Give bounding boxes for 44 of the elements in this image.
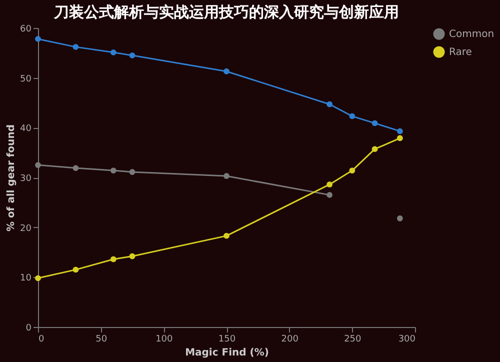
point	[110, 256, 116, 262]
point	[396, 135, 403, 142]
x-tick-label: 300	[398, 334, 416, 344]
point	[224, 68, 230, 74]
legend-label: Common	[449, 29, 494, 40]
x-tick-label: 200	[281, 334, 299, 344]
point	[372, 146, 378, 152]
point	[72, 165, 79, 171]
point	[72, 44, 79, 50]
y-tick-label: 20	[20, 224, 32, 234]
point	[372, 120, 378, 126]
y-axis-title: % of all gear found	[6, 124, 18, 232]
point	[349, 168, 356, 174]
point	[35, 36, 41, 42]
point	[224, 232, 230, 239]
chart-title: 刀装公式解析与实战运用技巧的深入研究与创新应用	[53, 3, 399, 21]
point	[396, 128, 403, 134]
y-tick-label: 60	[20, 24, 32, 34]
x-tick-label: 50	[96, 334, 108, 344]
point	[349, 113, 356, 120]
point	[129, 253, 136, 260]
point	[224, 173, 230, 179]
point	[396, 215, 403, 222]
y-tick-label: 10	[20, 274, 32, 284]
point	[129, 169, 136, 175]
point	[129, 52, 136, 58]
y-tick-label: 40	[20, 124, 32, 134]
x-tick-label: 250	[344, 334, 362, 344]
point	[35, 275, 41, 282]
y-tick-label: 0	[26, 324, 32, 334]
legend-label: Rare	[449, 47, 472, 58]
point	[326, 182, 333, 188]
y-tick-label: 50	[20, 74, 32, 84]
point	[110, 49, 116, 56]
y-tick-label: 30	[20, 174, 32, 184]
point	[326, 192, 333, 198]
point	[326, 101, 333, 108]
x-tick-label: 150	[218, 334, 236, 344]
x-tick-label: 100	[156, 334, 174, 344]
x-tick-label: 0	[38, 334, 44, 344]
x-axis-title: Magic Find (%)	[185, 348, 269, 358]
point	[72, 266, 79, 273]
point	[35, 162, 41, 168]
point	[110, 168, 116, 174]
